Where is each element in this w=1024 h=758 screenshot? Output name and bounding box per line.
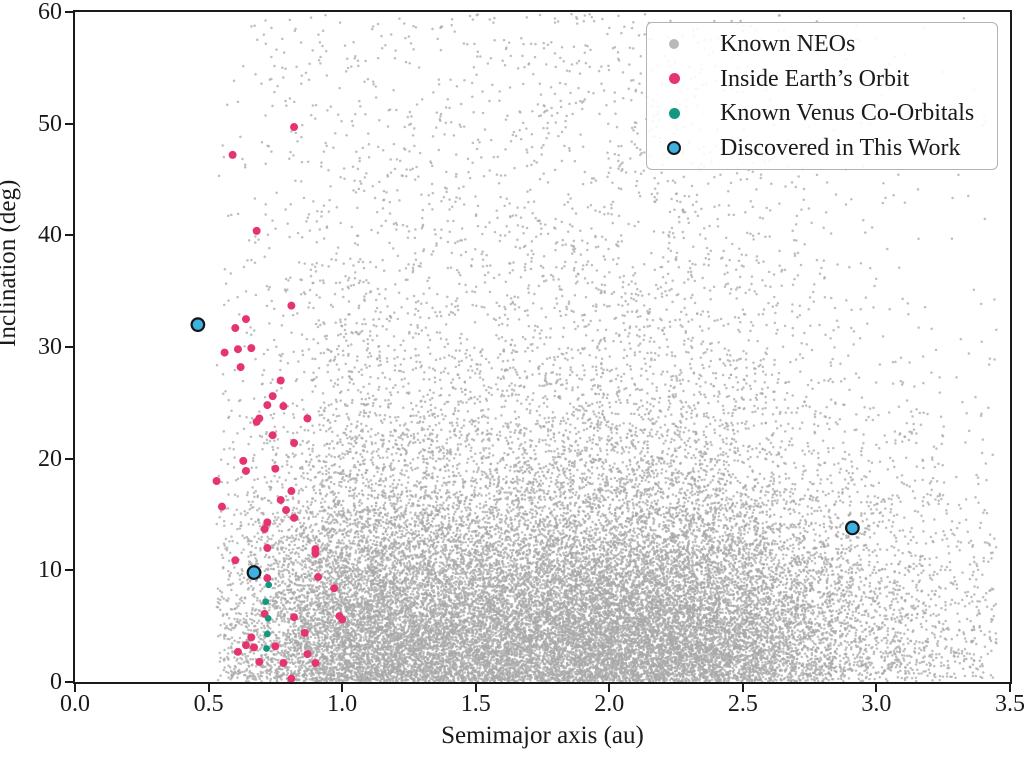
x-tick-mark: [875, 683, 878, 692]
y-tick-mark: [65, 681, 74, 683]
y-tick-label: 40: [38, 222, 62, 249]
x-tick-mark: [207, 683, 210, 692]
y-tick-label: 30: [38, 334, 62, 360]
legend-marker-cell: [647, 39, 701, 50]
x-tick-label: 1.5: [460, 691, 491, 717]
legend-marker-cell: [647, 107, 701, 119]
legend-marker-dot-icon: [668, 107, 680, 119]
x-tick-label: 2.5: [727, 691, 758, 717]
y-axis-label: Inclination (deg): [0, 179, 21, 347]
legend-label: Discovered in This Work: [720, 134, 961, 161]
y-tick-mark: [65, 346, 74, 348]
legend-marker-dot-icon: [669, 39, 679, 50]
x-tick-label: 3.0: [861, 691, 892, 717]
legend-label: Known NEOs: [720, 31, 856, 58]
x-tick-label: 1.0: [327, 691, 358, 717]
x-tick-label: 0.0: [60, 691, 90, 717]
legend-label: Known Venus Co-Orbitals: [720, 100, 975, 127]
y-tick-label: 20: [38, 445, 62, 472]
x-tick-label: 2.0: [594, 691, 625, 717]
legend: Known NEOs Inside Earth’s Orbit Known Venu…: [646, 22, 998, 170]
legend-marker-cell: [647, 140, 701, 155]
y-tick-label: 10: [38, 557, 62, 584]
y-tick-mark: [65, 457, 74, 460]
legend-item: Known Venus Co-Orbitals: [647, 96, 997, 131]
legend-marker-cell: [647, 73, 701, 85]
y-tick-label: 50: [38, 110, 62, 137]
legend-item: Discovered in This Work: [647, 131, 997, 166]
legend-item: Known NEOs: [647, 27, 997, 62]
y-tick-label: 60: [38, 0, 62, 25]
legend-label: Inside Earth’s Orbit: [720, 65, 910, 92]
x-tick-label: 0.5: [193, 691, 224, 717]
legend-item: Inside Earth’s Orbit: [647, 62, 997, 97]
legend-marker-dot-icon: [668, 73, 680, 85]
y-tick-mark: [65, 11, 74, 13]
y-tick-mark: [65, 569, 74, 572]
x-tick-mark: [1009, 683, 1011, 692]
x-tick-mark: [608, 683, 611, 692]
x-tick-label: 3.5: [995, 691, 1024, 717]
y-tick-mark: [65, 234, 74, 237]
y-tick-label: 0: [50, 669, 62, 695]
y-tick-mark: [65, 122, 74, 125]
x-tick-mark: [341, 683, 344, 692]
x-tick-mark: [74, 683, 76, 692]
legend-marker-dot-icon: [667, 140, 681, 155]
x-tick-mark: [474, 683, 477, 692]
x-tick-mark: [741, 683, 744, 692]
x-axis-label: Semimajor axis (au): [441, 722, 644, 749]
